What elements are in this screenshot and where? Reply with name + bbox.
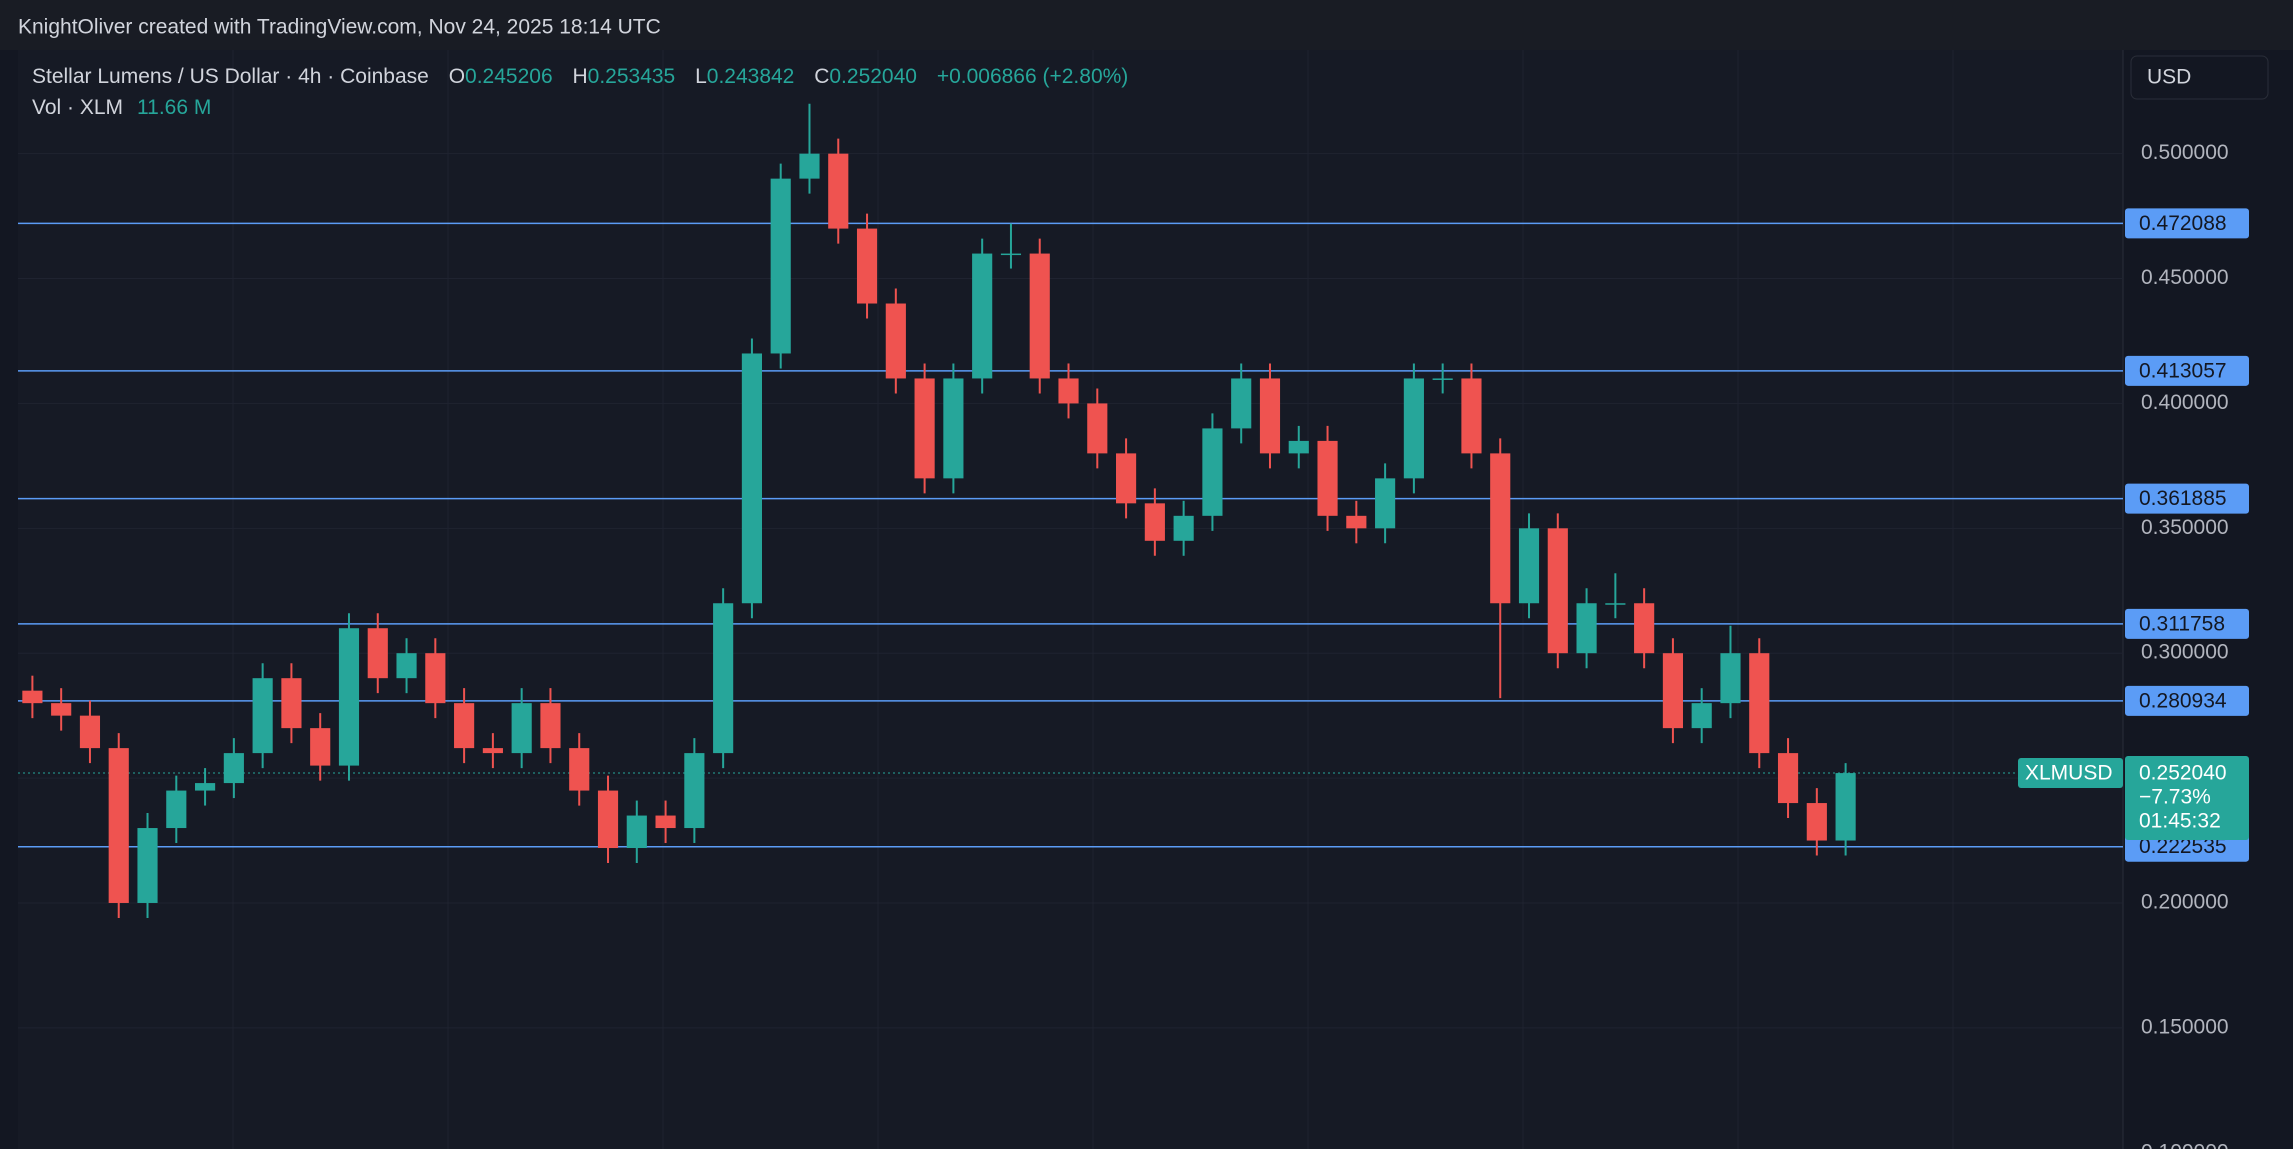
candle-body <box>195 783 216 791</box>
candle-body <box>972 253 993 379</box>
level-box <box>2125 483 2249 514</box>
candle-body <box>1029 253 1050 379</box>
candle-body <box>310 728 331 766</box>
candle-body <box>79 715 101 749</box>
candle-body <box>1605 603 1626 605</box>
candle-body <box>1749 653 1770 754</box>
candle-body <box>597 790 619 849</box>
candle-body <box>569 748 590 791</box>
candle-body <box>281 678 302 729</box>
symbol-label: XLMUSD <box>2025 762 2113 785</box>
level-label: 0.311758 <box>2139 612 2225 635</box>
candle-body <box>1662 653 1683 729</box>
price-box <box>2125 755 2249 840</box>
level-label: 0.222535 <box>2139 835 2227 858</box>
legend: Stellar Lumens / US Dollar · 4h · Coinba… <box>32 65 1128 88</box>
y-tick-label: 0.500000 <box>2141 141 2229 164</box>
change-label: −7.73% <box>2139 786 2211 809</box>
countdown-label: 01:45:32 <box>2139 810 2221 833</box>
level-box <box>2125 685 2249 716</box>
y-tick-label: 0.200000 <box>2141 891 2229 914</box>
candle-body <box>1777 753 1799 804</box>
level-label: 0.413057 <box>2139 359 2227 382</box>
caption: KnightOliver created with TradingView.co… <box>18 16 661 39</box>
candle-body <box>22 690 43 704</box>
candle-body <box>396 653 417 679</box>
candle-body <box>713 603 734 754</box>
candle-body <box>1432 378 1453 380</box>
candle-body <box>137 828 158 903</box>
candle-body <box>828 153 849 229</box>
candle-body <box>425 653 446 704</box>
candle-body <box>856 228 878 304</box>
y-tick-label: 0.400000 <box>2141 391 2229 414</box>
candle-body <box>1806 803 1827 841</box>
symbol-badge <box>2018 757 2123 788</box>
candle-body <box>914 378 935 479</box>
candle-body <box>1518 528 1540 604</box>
candle-body <box>1288 440 1309 454</box>
candle-body <box>1634 603 1655 654</box>
candle-body <box>1720 653 1741 704</box>
y-tick-label: 0.350000 <box>2141 516 2229 539</box>
candle-body <box>1576 603 1597 654</box>
candle-body <box>108 748 129 903</box>
candle-body <box>223 753 244 784</box>
y-tick-label: 0.150000 <box>2141 1015 2229 1038</box>
candle-body <box>1202 428 1223 516</box>
level-box <box>2125 355 2249 386</box>
candle-body <box>367 628 388 679</box>
candle-body <box>1375 478 1396 529</box>
candle-body <box>252 678 273 754</box>
candle-body <box>1087 403 1108 454</box>
candle-body <box>1490 453 1511 604</box>
candle-body <box>1144 503 1165 541</box>
top-bar <box>0 0 2293 50</box>
candle-body <box>51 703 72 716</box>
candle-body <box>1461 378 1482 454</box>
candle-body <box>166 790 187 829</box>
y-tick-label: 0.450000 <box>2141 266 2229 289</box>
level-box <box>2125 208 2249 239</box>
candle-body <box>626 815 647 849</box>
candle-body <box>540 703 561 749</box>
candle-body <box>338 628 360 766</box>
candle-body <box>943 378 964 479</box>
candle-body <box>770 178 791 354</box>
plot-area <box>18 50 2123 1149</box>
y-tick-label: 0.300000 <box>2141 641 2229 664</box>
candle-body <box>511 703 532 754</box>
currency-label[interactable]: USD <box>2147 66 2191 89</box>
candle-body <box>1173 515 1194 541</box>
level-label: 0.361885 <box>2139 487 2227 510</box>
level-label: 0.472088 <box>2139 212 2227 235</box>
candle-body <box>1691 703 1712 729</box>
level-label: 0.280934 <box>2139 689 2227 712</box>
candle-body <box>885 303 906 379</box>
currency-button[interactable] <box>2130 55 2269 100</box>
candle-body <box>1317 440 1338 516</box>
candle-body <box>684 753 705 829</box>
candle-body <box>1346 515 1367 529</box>
candle-body <box>1000 253 1022 256</box>
volume-legend: Vol · XLM 11.66 M <box>32 96 211 119</box>
candle-body <box>1231 378 1252 429</box>
candle-body <box>741 353 762 604</box>
candle-body <box>799 153 820 179</box>
candle-body <box>1403 378 1424 479</box>
y-tick-label: 0.100000 <box>2141 1140 2229 1149</box>
candle-body <box>1547 528 1568 654</box>
candle-body <box>1058 378 1079 404</box>
candle-body <box>1835 773 1856 841</box>
candle-body <box>655 815 676 829</box>
candle-body <box>1116 453 1137 504</box>
last-price-label: 0.252040 <box>2139 762 2227 785</box>
level-box <box>2125 608 2249 639</box>
candle-body <box>482 748 503 754</box>
candle-body <box>1259 378 1281 454</box>
candle-body <box>454 703 475 749</box>
